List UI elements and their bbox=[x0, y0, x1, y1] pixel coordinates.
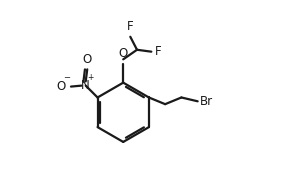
Text: O: O bbox=[82, 53, 92, 66]
Text: O: O bbox=[118, 47, 128, 60]
Text: Br: Br bbox=[200, 95, 213, 108]
Text: O: O bbox=[56, 80, 66, 93]
Text: F: F bbox=[127, 20, 134, 33]
Text: −: − bbox=[63, 73, 70, 82]
Text: F: F bbox=[155, 45, 161, 58]
Text: +: + bbox=[87, 73, 93, 82]
Text: N: N bbox=[81, 79, 90, 92]
